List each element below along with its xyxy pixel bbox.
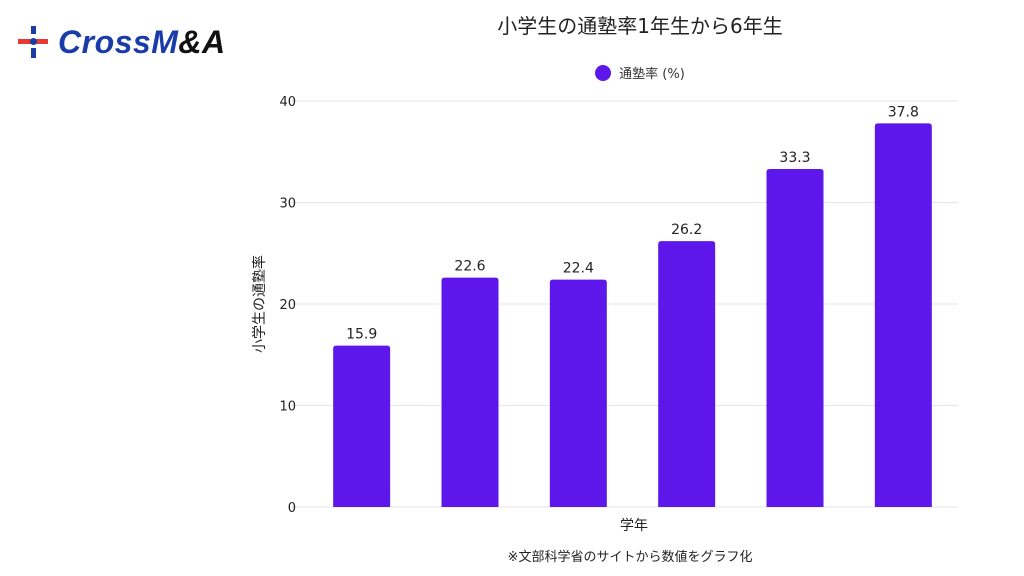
bar <box>766 169 824 507</box>
chart-title: 小学生の通塾率1年生から6年生 <box>497 14 783 38</box>
source-note: ※文部科学省のサイトから数値をグラフ化 <box>507 550 753 565</box>
chart-legend: 通塾率 (%) <box>540 63 740 82</box>
bar <box>333 345 391 507</box>
bar <box>441 277 499 507</box>
bar <box>874 123 932 507</box>
y-axis-title: 小学生の通塾率 <box>251 255 268 353</box>
data-label: 37.8 <box>888 104 919 120</box>
logo-text-dark: &A <box>178 24 226 60</box>
y-tick-label: 20 <box>279 298 296 313</box>
y-tick-label: 0 <box>288 501 296 516</box>
y-tick-label: 10 <box>279 400 296 415</box>
legend-label: 通塾率 (%) <box>619 67 685 82</box>
y-tick-label: 40 <box>279 95 296 110</box>
data-label: 15.9 <box>346 327 377 343</box>
logo-text-blue: CrossM <box>58 24 179 60</box>
y-tick-label: 30 <box>279 197 296 212</box>
logo-cross-icon <box>16 22 52 62</box>
logo-wordmark: CrossM&A <box>58 22 226 62</box>
bar <box>549 279 607 507</box>
data-label: 22.4 <box>563 261 594 277</box>
data-label: 26.2 <box>671 222 702 238</box>
legend-swatch <box>595 64 612 81</box>
bar <box>658 241 716 507</box>
crossma-logo: CrossM&A <box>16 22 226 62</box>
data-label: 22.6 <box>454 259 485 275</box>
data-label: 33.3 <box>779 150 810 166</box>
x-axis-title: 学年 <box>620 518 648 534</box>
